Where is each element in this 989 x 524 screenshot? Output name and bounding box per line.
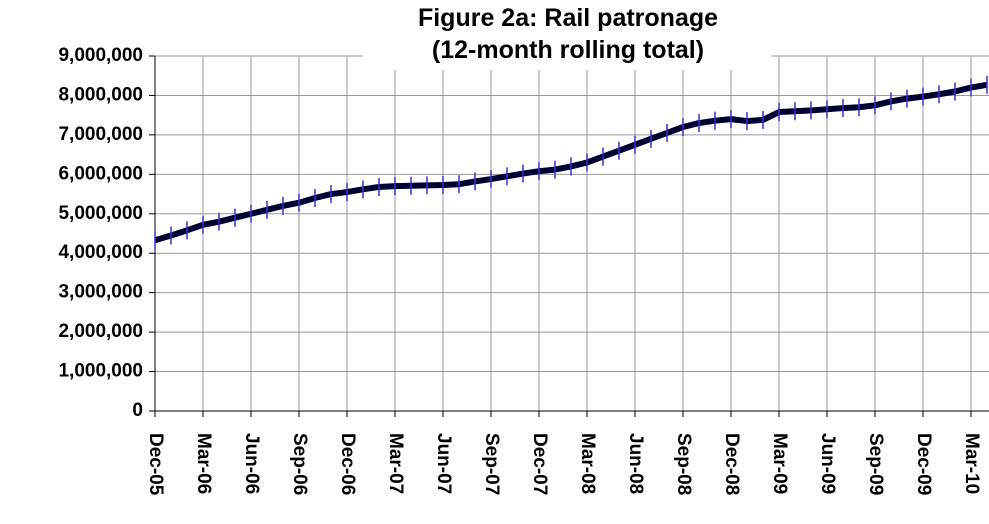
chart-subtitle: (12-month rolling total) (432, 36, 704, 64)
x-tick-label: Sep-09 (865, 433, 886, 495)
y-tick-label: 2,000,000 (58, 321, 143, 342)
y-tick-label: 8,000,000 (58, 84, 143, 105)
x-tick-label: Dec-05 (145, 433, 166, 496)
x-tick-label: Jun-08 (625, 433, 646, 494)
x-tick-label: Jun-09 (817, 433, 838, 494)
y-tick-label: 5,000,000 (58, 203, 143, 224)
x-tick-label: Jun-06 (241, 433, 262, 494)
chart-title: Figure 2a: Rail patronage (418, 4, 718, 32)
x-tick-label: Mar-08 (577, 433, 598, 494)
y-tick-label: 4,000,000 (58, 242, 143, 263)
x-tick-label: Dec-09 (913, 433, 934, 495)
y-tick-label: 7,000,000 (58, 124, 143, 145)
x-tick-label: Dec-06 (337, 433, 358, 495)
x-tick-label: Mar-09 (769, 433, 790, 494)
x-tick-label: Sep-08 (673, 433, 694, 495)
x-tick-label: Mar-07 (385, 433, 406, 494)
title-background (363, 4, 771, 70)
x-tick-label: Mar-10 (961, 433, 982, 494)
x-tick-label: Dec-08 (721, 433, 742, 495)
y-tick-label: 6,000,000 (58, 163, 143, 184)
y-tick-label: 3,000,000 (58, 282, 143, 303)
grid (154, 55, 989, 412)
x-tick-label: Dec-07 (529, 433, 550, 495)
x-tick-label: Sep-06 (289, 433, 310, 495)
y-tick-label: 9,000,000 (58, 45, 143, 66)
x-tick-label: Mar-06 (193, 433, 214, 494)
y-tick-label: 1,000,000 (58, 361, 143, 382)
y-tick-label: 0 (132, 400, 143, 421)
x-tick-label: Jun-07 (433, 433, 454, 494)
x-tick-label: Sep-07 (481, 433, 502, 495)
